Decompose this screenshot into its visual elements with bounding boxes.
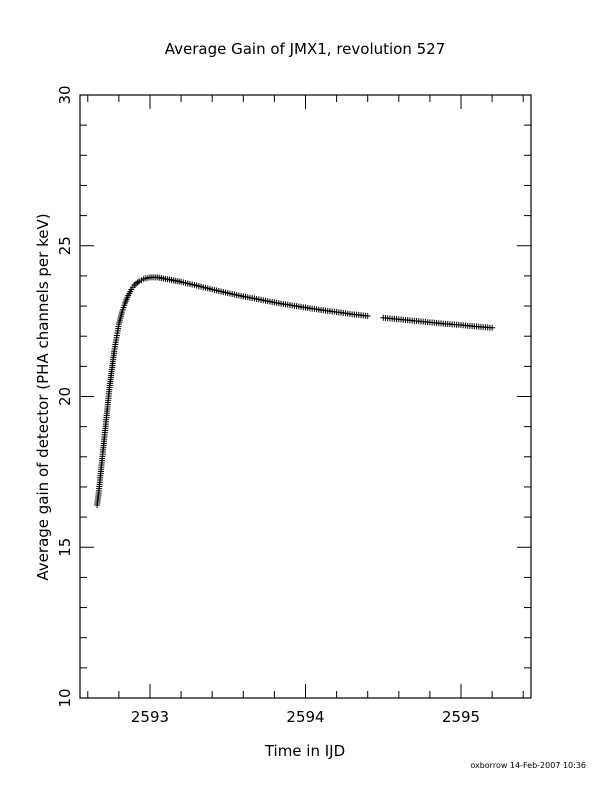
axis-ticks: 2593 2594 2595 10 15 20 25 30 xyxy=(56,85,531,726)
y-axis-label: Average gain of detector (PHA channels p… xyxy=(34,213,52,580)
y-tick-label: 20 xyxy=(56,387,74,406)
data-point xyxy=(364,313,371,319)
x-tick-label: 2593 xyxy=(131,708,169,726)
y-tick-label: 25 xyxy=(56,236,74,255)
plot-frame xyxy=(79,94,532,699)
x-tick-label: 2595 xyxy=(442,708,480,726)
y-tick-label: 30 xyxy=(56,85,74,104)
data-point xyxy=(489,324,496,331)
y-tick-label: 15 xyxy=(56,538,74,557)
x-tick-label: 2594 xyxy=(286,708,324,726)
chart-title: Average Gain of JMX1, revolution 527 xyxy=(165,40,446,58)
x-axis-label: Time in IJD xyxy=(264,742,345,760)
data-points xyxy=(94,274,496,509)
footer-stamp: oxborrow 14-Feb-2007 10:36 xyxy=(470,761,586,770)
y-tick-label: 10 xyxy=(56,688,74,707)
